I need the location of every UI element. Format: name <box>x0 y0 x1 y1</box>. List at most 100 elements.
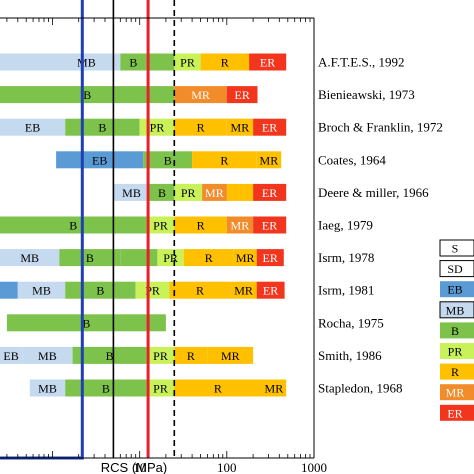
bar-segment <box>174 379 262 397</box>
legend-swatch <box>440 384 474 401</box>
bar-segment-label: B <box>86 251 94 265</box>
bar-segment <box>202 183 227 201</box>
legend-label: EB <box>447 283 462 297</box>
source-label: Rocha, 1975 <box>318 315 384 330</box>
bar-segment-label: ER <box>262 186 277 200</box>
bar-segment <box>0 216 147 234</box>
bar-segment <box>0 86 175 104</box>
bar-segment <box>230 281 257 299</box>
bar-segment <box>146 379 175 397</box>
bar-segment <box>192 151 257 169</box>
bar-segment <box>146 346 175 364</box>
bar-segment <box>256 151 282 169</box>
bar-segment-label: R <box>214 382 222 396</box>
bar-segment <box>135 281 170 299</box>
bar-segment-label: MR <box>231 121 250 135</box>
bar-segment <box>261 379 287 397</box>
source-label: A.F.T.E.S., 1992 <box>318 55 404 70</box>
legend-swatch <box>440 322 474 339</box>
legend-swatch <box>439 239 474 257</box>
bar-segment-label: MB <box>20 251 39 265</box>
bar-segment <box>169 281 231 299</box>
bar-segment-label: ER <box>260 56 275 70</box>
bar-segment <box>174 53 201 71</box>
source-label: Iaeg, 1979 <box>318 218 373 233</box>
bar-segment <box>200 53 250 71</box>
bar-segment <box>226 183 253 201</box>
legend-label: SD <box>447 262 463 276</box>
bar-segment <box>65 379 147 397</box>
bar-segment <box>207 346 254 364</box>
bar-segment-label: MR <box>231 219 250 233</box>
bar-segment-label: PR <box>153 382 168 396</box>
bar-segment <box>22 346 73 364</box>
bar-segment-label: MR <box>191 88 210 102</box>
bar-segment-label: MR <box>236 251 255 265</box>
bar-segment-label: R <box>197 121 205 135</box>
bar-segment-label: ER <box>235 88 250 102</box>
bar-segment <box>253 216 287 234</box>
bar-segment-label: PR <box>181 186 196 200</box>
bar-segment-label: ER <box>263 284 278 298</box>
bar-segment-label: ER <box>262 219 277 233</box>
bar-segment-label: MR <box>265 382 284 396</box>
bar-segment <box>253 183 287 201</box>
bar-segment <box>174 183 202 201</box>
legend-label: B <box>451 324 459 338</box>
bar-segment-label: PR <box>153 219 168 233</box>
bar-segment-label: R <box>221 56 229 70</box>
legend-label: ER <box>447 406 462 420</box>
bar-segment-label: B <box>96 284 104 298</box>
bar-segment <box>113 183 150 201</box>
bar-segment-label: MR <box>221 349 240 363</box>
bar-segment-label: EB <box>3 349 18 363</box>
bar-segment-label: R <box>205 251 213 265</box>
bar-segment-label: PR <box>153 349 168 363</box>
tick-label: 10 <box>133 460 146 474</box>
bar-segment <box>0 118 66 136</box>
bar-segment-label: EB <box>25 121 40 135</box>
legend-label: MB <box>446 303 465 317</box>
legend-swatch <box>439 260 474 278</box>
bar-segment-label: R <box>197 219 205 233</box>
bar-segment-label: B <box>82 316 90 330</box>
bar-segment-label: B <box>106 349 114 363</box>
source-label: Isrm, 1978 <box>318 250 374 265</box>
bar-segment <box>174 118 227 136</box>
bar-segment <box>120 53 147 71</box>
bar-segment-label: B <box>158 186 166 200</box>
tick-label: 100 <box>217 460 237 474</box>
bar-segment <box>256 249 284 267</box>
bar-segment-label: EB <box>92 153 107 167</box>
bar-segment-label: PR <box>180 56 195 70</box>
source-label: Coates, 1964 <box>318 152 386 167</box>
bar-segment-label: B <box>102 382 110 396</box>
bar-segment <box>183 249 234 267</box>
bar-segment-label: MB <box>32 284 51 298</box>
source-label: Smith, 1986 <box>318 348 382 363</box>
legend-swatch <box>440 363 474 380</box>
source-label: Stapledon, 1968 <box>318 381 403 396</box>
source-label: Bienieawski, 1973 <box>318 87 415 102</box>
source-labels: A.F.T.E.S., 1992 Bienieawski, 1973 Broch &… <box>318 55 443 396</box>
bar-segment-label: MB <box>38 382 57 396</box>
legend-swatch <box>440 343 474 359</box>
bar-segment <box>56 151 144 169</box>
bar-segment-label: R <box>196 284 204 298</box>
bar-segment <box>174 86 227 104</box>
bar-segment <box>72 346 147 364</box>
bar-segment-label: ER <box>263 251 278 265</box>
bar-segment <box>0 346 23 364</box>
bar-segment-label: MR <box>260 153 279 167</box>
bar-segment <box>149 183 175 201</box>
bar-segment <box>174 346 208 364</box>
bar-segment-label: R <box>187 349 195 363</box>
legend-label: MR <box>446 386 465 400</box>
bar-segment <box>52 53 121 71</box>
bar-segment <box>0 249 60 267</box>
bar-segment-label: MB <box>122 186 141 200</box>
source-label: Deere & miller, 1966 <box>318 185 429 200</box>
x-axis: 10 100 1000 RCS (MPa) <box>0 17 327 474</box>
bar-segment <box>59 249 121 267</box>
